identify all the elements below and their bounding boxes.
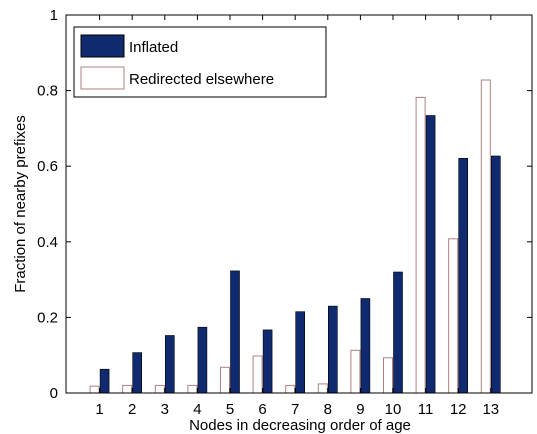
bar-inflated-12 [458,158,469,394]
y-tick-label: 0.2 [37,309,58,326]
bar-redirected-10 [383,357,393,394]
x-tick-label: 7 [291,401,299,418]
x-tick-label: 8 [324,401,332,418]
x-tick-label: 10 [385,401,402,418]
x-tick-label: 1 [95,401,103,418]
bar-redirected-8 [317,383,328,394]
x-tick-label: 9 [356,401,364,418]
y-tick-label: 0 [50,385,58,402]
bar-inflated-7 [295,311,306,394]
x-tick-label: 12 [450,401,467,418]
x-axis-label: Nodes in decreasing order of age [189,417,411,434]
legend-label-redirected: Redirected elsewhere [129,71,274,88]
bar-inflated-2 [132,352,142,394]
bar-inflated-4 [197,326,208,394]
bar-redirected-5 [220,366,230,394]
bar-inflated-6 [262,329,273,394]
bar-redirected-13 [480,79,491,394]
y-tick-label: 0.4 [37,234,58,251]
x-tick-label: 13 [482,401,499,418]
bar-inflated-13 [490,155,501,394]
bar-redirected-1 [89,385,100,394]
legend-swatch-redirected [80,66,125,90]
x-tick-label: 11 [418,401,434,418]
bar-redirected-4 [187,384,198,394]
bar-inflated-9 [360,298,371,394]
y-axis-label: Fraction of nearby prefixes [12,115,29,293]
bar-inflated-8 [327,305,338,394]
bar-redirected-12 [448,238,459,394]
bar-inflated-5 [230,270,240,394]
bar-inflated-1 [99,368,110,394]
bar-inflated-11 [425,115,436,394]
bar-redirected-2 [122,384,133,394]
y-tick-label: 1 [50,7,58,24]
plot-frame [65,14,533,394]
bar-redirected-7 [285,384,296,394]
y-tick-label: 0.8 [37,83,58,100]
x-tick-label: 2 [128,401,136,418]
bar-redirected-11 [415,96,426,394]
x-tick-label: 5 [226,401,234,418]
bar-inflated-10 [393,271,403,394]
x-axis: 1 2 3 4 5 6 7 8 9 10 11 12 13 [95,15,499,418]
bar-redirected-6 [252,355,263,394]
x-tick-label: 3 [161,401,169,418]
bar-redirected-3 [154,384,165,394]
legend: Inflated Redirected elsewhere [73,26,327,98]
bar-redirected-9 [350,349,361,394]
y-axis: 0 0.2 0.4 0.6 0.8 1 [37,7,532,402]
y-tick-label: 0.6 [37,158,58,175]
x-tick-label: 6 [258,401,266,418]
legend-swatch-inflated [80,34,125,58]
x-tick-label: 4 [193,401,201,418]
bar-inflated-3 [165,335,175,394]
legend-label-inflated: Inflated [129,39,178,56]
